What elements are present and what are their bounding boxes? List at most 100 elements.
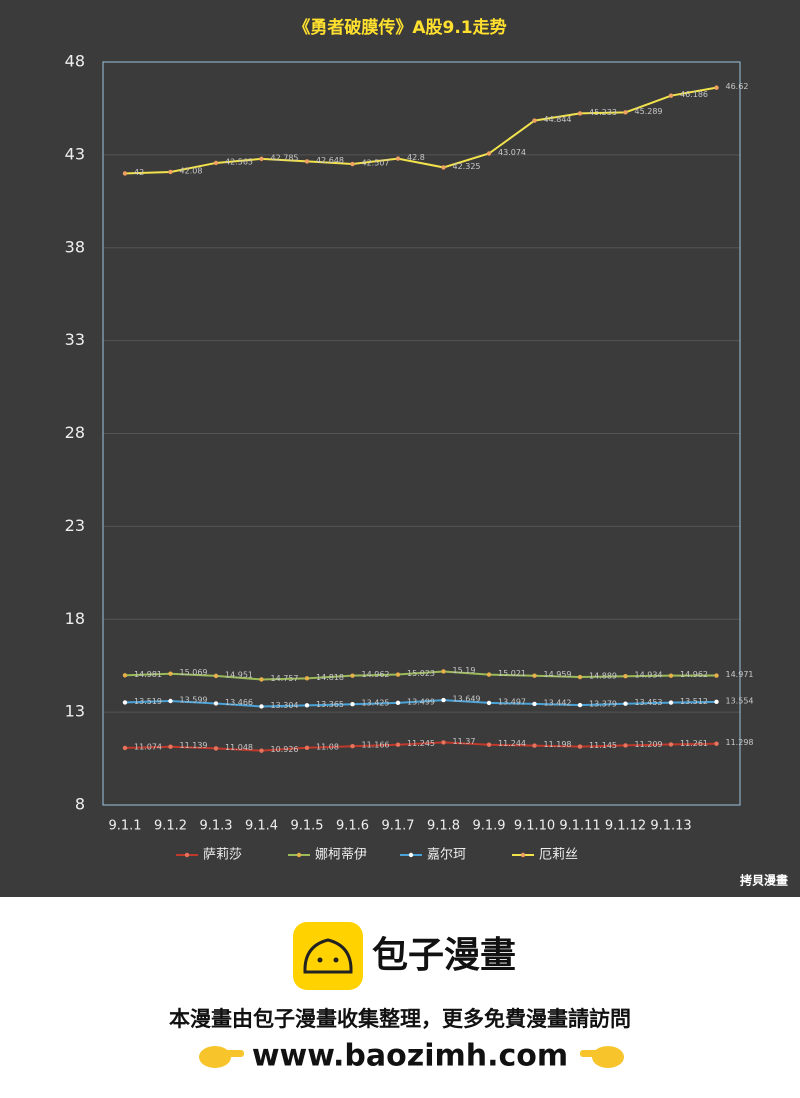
chart-background (0, 0, 800, 897)
data-point (395, 156, 401, 161)
data-label: 43.074 (498, 148, 526, 157)
data-label: 11.145 (589, 741, 617, 750)
x-tick-label: 9.1.11 (559, 819, 600, 834)
data-label: 11.245 (407, 739, 435, 748)
legend-label: 娜柯蒂伊 (315, 848, 367, 863)
data-label: 11.074 (134, 742, 162, 751)
y-tick-label: 23 (65, 516, 85, 535)
data-point (350, 743, 355, 749)
data-point (395, 742, 401, 747)
y-tick-label: 13 (65, 702, 85, 721)
legend-marker (296, 852, 302, 858)
data-point (122, 171, 128, 176)
data-label: 42.785 (271, 153, 299, 162)
data-point (441, 669, 446, 674)
data-point (486, 151, 492, 156)
data-label: 14.981 (134, 670, 162, 679)
data-point (577, 674, 583, 680)
chart-title: 《勇者破膜传》A股9.1走势 (293, 17, 506, 38)
data-label: 11.298 (726, 738, 754, 747)
data-label: 14.934 (635, 671, 663, 680)
legend-label: 萨莉莎 (203, 848, 242, 863)
data-point (668, 673, 674, 678)
data-label: 11.198 (544, 740, 572, 749)
data-label: 11.244 (498, 739, 526, 748)
data-label: 11.166 (362, 741, 390, 750)
data-label: 45.233 (589, 108, 617, 117)
watermark: 拷貝漫畫 (740, 873, 788, 888)
y-tick-label: 33 (65, 330, 85, 349)
data-label: 10.926 (271, 745, 299, 754)
data-point (304, 703, 310, 708)
data-point (714, 673, 719, 678)
data-label: 14.757 (271, 674, 299, 683)
notice: 本漫畫由包子漫畫收集整理，更多免費漫畫請訪問 (169, 1007, 631, 1031)
data-label: 45.289 (635, 107, 663, 116)
plot-border (102, 61, 741, 806)
data-label: 42 (134, 168, 144, 177)
data-label: 11.209 (635, 740, 663, 749)
series-line (124, 741, 717, 752)
data-point (259, 677, 264, 682)
data-point (350, 702, 355, 707)
data-label: 13.365 (316, 700, 344, 709)
y-tick-label: 48 (65, 52, 85, 71)
url[interactable]: www.baozimh.com (252, 1039, 568, 1074)
data-label: 14.889 (589, 672, 617, 681)
data-point (623, 701, 628, 706)
data-label: 13.512 (680, 697, 708, 706)
data-point (259, 704, 264, 709)
data-point (532, 743, 537, 748)
x-tick-label: 9.1.10 (514, 819, 555, 834)
data-point (213, 701, 219, 706)
data-point (668, 742, 674, 747)
data-point (577, 744, 583, 749)
data-point (259, 156, 264, 162)
legend-marker (184, 852, 190, 858)
data-point (213, 746, 219, 751)
x-tick-label: 9.1.12 (605, 819, 646, 834)
data-label: 13.519 (134, 697, 162, 706)
x-tick-label: 9.1.7 (381, 819, 414, 834)
data-label: 13.497 (498, 697, 526, 706)
x-tick-label: 9.1.1 (108, 819, 141, 834)
brand: 包子漫畫 (372, 935, 516, 976)
data-label: 13.554 (726, 696, 754, 705)
data-point (304, 159, 310, 164)
series-line (124, 86, 717, 175)
data-label: 13.442 (544, 698, 572, 707)
data-label: 42.565 (225, 157, 253, 166)
x-tick-label: 9.1.5 (290, 819, 323, 834)
data-point (441, 165, 446, 170)
data-point (714, 699, 719, 705)
x-tick-label: 9.1.8 (427, 819, 460, 834)
data-label: 42.08 (180, 166, 203, 175)
data-label: 44.844 (544, 115, 572, 124)
data-point (350, 161, 355, 167)
data-label: 15.021 (498, 669, 526, 678)
data-label: 46.62 (726, 82, 749, 91)
y-tick-label: 38 (65, 237, 85, 256)
data-label: 11.261 (680, 739, 708, 748)
data-point (532, 118, 537, 123)
data-point (168, 169, 173, 175)
data-label: 14.818 (316, 673, 344, 682)
data-point (714, 741, 719, 746)
data-point (668, 700, 674, 705)
data-label: 14.962 (362, 670, 390, 679)
data-label: 11.08 (316, 742, 339, 751)
data-point (623, 674, 628, 679)
legend-label: 嘉尔珂 (427, 848, 466, 863)
data-point (441, 697, 446, 703)
y-tick-label: 8 (75, 795, 85, 814)
data-label: 42.8 (407, 153, 425, 162)
data-point (122, 745, 128, 751)
data-point (168, 698, 173, 704)
data-point (623, 110, 628, 115)
data-label: 42.648 (316, 156, 344, 165)
legend-marker (408, 852, 414, 858)
data-label: 14.951 (225, 670, 253, 679)
x-tick-label: 9.1.4 (245, 819, 278, 834)
data-label: 13.466 (225, 698, 253, 707)
